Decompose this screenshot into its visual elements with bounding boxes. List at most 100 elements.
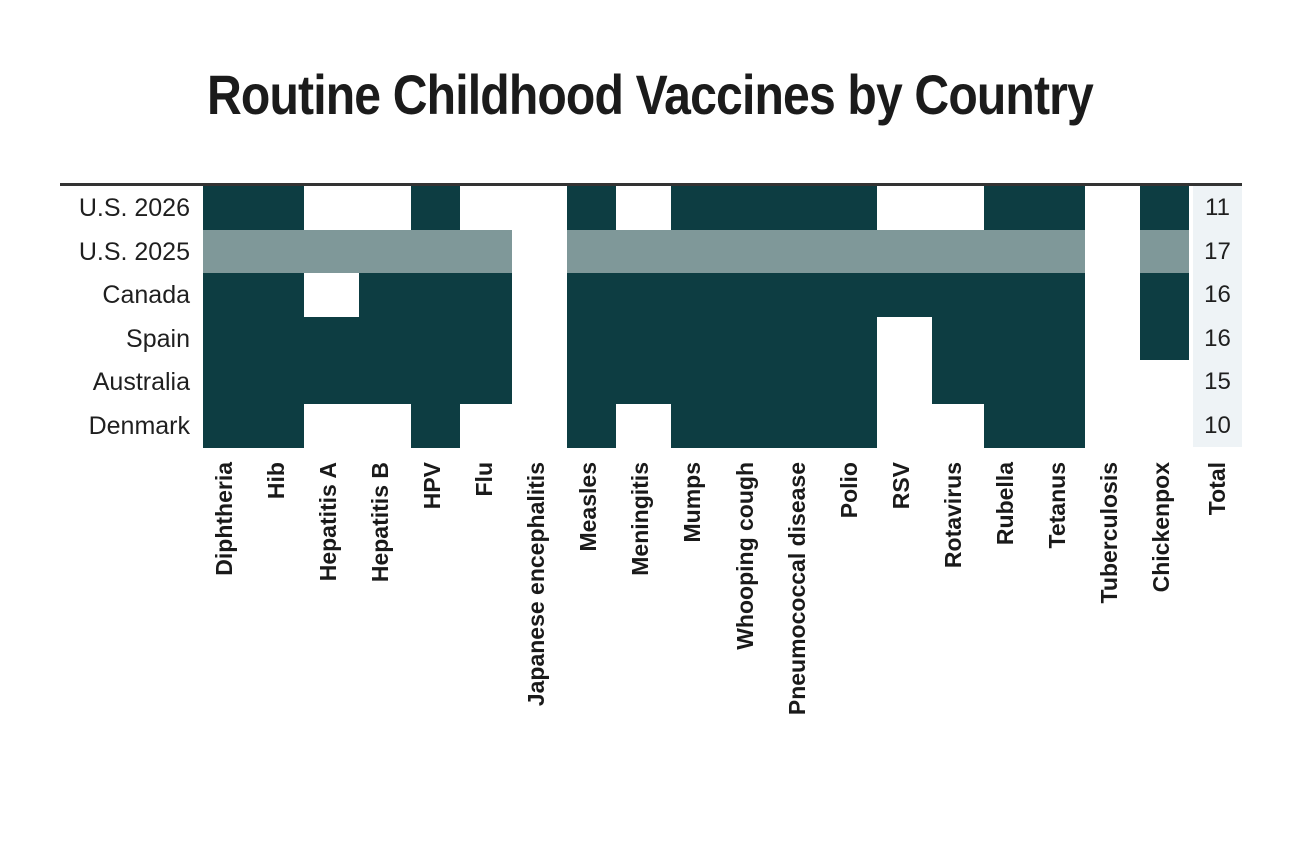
heatmap-cell [203,317,255,360]
heatmap-cell [932,230,984,273]
heatmap-cell [567,404,616,448]
row-total: 17 [1204,238,1231,265]
heatmap-cell [255,273,304,317]
heatmap-cell [776,186,828,230]
heatmap-cell [567,317,619,360]
heatmap-cell [567,273,619,317]
heatmap-cell [776,273,828,317]
heatmap-cell [1036,317,1085,360]
row-label: U.S. 2025 [78,238,190,266]
heatmap-cell [932,360,984,404]
heatmap-cell [671,360,724,404]
heatmap-cell [724,360,776,404]
column-label: HPV [419,462,445,510]
row-label: Australia [92,368,190,396]
heatmap-cell [776,360,828,404]
heatmap-cell [359,230,411,273]
heatmap-cell [671,317,724,360]
heatmap-cell [1036,273,1085,317]
heatmap-cell [984,404,1036,448]
heatmap-cell [984,230,1036,273]
heatmap-cell [724,273,776,317]
column-label: Tetanus [1044,462,1070,549]
row-total: 10 [1204,412,1231,439]
heatmap-cell [203,360,255,404]
heatmap-cell [359,273,411,317]
heatmap-cell [828,273,880,317]
chart-title: Routine Childhood Vaccines by Country [207,63,1094,126]
heatmap-cell [567,230,619,273]
heatmap-cell [463,230,512,273]
heatmap-cell [619,230,671,273]
column-label: Tuberculosis [1096,462,1122,604]
heatmap-cell [776,230,828,273]
heatmap-cell [203,404,255,448]
heatmap-cell [359,360,411,404]
heatmap-cell [828,404,877,448]
heatmap-cell [1036,360,1085,404]
heatmap-cell [776,404,828,448]
column-label: Pneumococcal disease [784,462,810,716]
heatmap-cell [1140,186,1189,230]
heatmap-cell [828,186,877,230]
heatmap-cell [411,186,460,230]
heatmap-cell [828,230,880,273]
heatmap-cell [255,186,304,230]
heatmap-cell [1036,230,1085,273]
heatmap-cell [619,360,671,404]
heatmap-cell [932,273,984,317]
column-label: Chickenpox [1148,462,1174,593]
heatmap-cell [567,360,619,404]
column-label: Measles [575,462,601,552]
column-label: Hepatitis A [315,462,341,582]
row-label: Canada [102,281,190,309]
column-label: Polio [836,462,862,519]
heatmap-cell [828,317,877,360]
column-label: Japanese encephalitis [523,462,549,707]
heatmap-cell [307,317,359,360]
heatmap-cell [463,317,512,360]
heatmap-cell [724,186,776,230]
column-label: RSV [888,462,914,510]
heatmap-cell [255,317,307,360]
heatmap-cell [1140,230,1189,273]
heatmap-cell [411,273,463,317]
top-rule [60,183,1242,186]
heatmap-cell [671,230,724,273]
heatmap-cell [671,404,724,448]
heatmap-cell [463,360,512,404]
row-label: Spain [126,325,190,353]
heatmap-cell [1140,273,1189,317]
heatmap-cell [724,317,776,360]
heatmap-cell [984,360,1036,404]
column-label: Meningitis [627,462,653,576]
row-label: Denmark [88,412,190,440]
heatmap-cell [724,404,776,448]
column-label: Rotavirus [940,462,966,569]
heatmap-cell [828,360,877,404]
heatmap-cell [1140,317,1189,360]
heatmap-cell [984,273,1036,317]
column-label: Diphtheria [211,462,237,576]
heatmap-cell [411,360,463,404]
column-label: Rubella [992,462,1018,546]
heatmap-cell [255,230,307,273]
heatmap-cell [567,186,616,230]
column-label: Whooping cough [732,462,758,650]
heatmap-cell [359,317,411,360]
column-label: Hepatitis B [367,462,393,583]
heatmap-cell [307,360,359,404]
heatmap-cell [307,230,359,273]
heatmap-cell [255,404,304,448]
heatmap-cell [411,404,460,448]
heatmap-cell [1036,186,1085,230]
heatmap-cell [619,273,671,317]
row-total: 16 [1204,325,1231,352]
heatmap-cell [619,317,671,360]
heatmap-cell [724,230,776,273]
heatmap-cell [932,317,984,360]
row-total: 11 [1205,194,1230,221]
row-total: 16 [1204,281,1231,308]
heatmap-cell [463,273,512,317]
heatmap-cell [671,273,724,317]
